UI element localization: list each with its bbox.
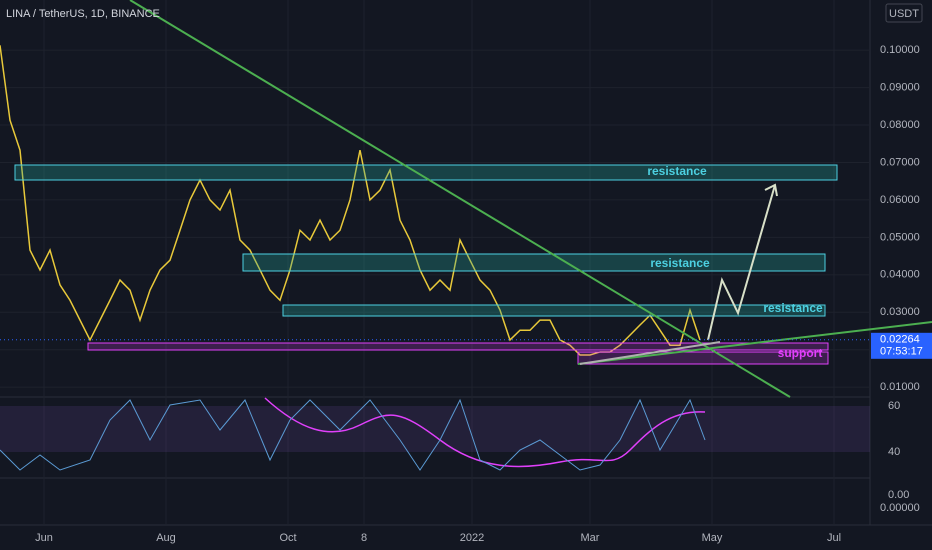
chart-title: LINA / TetherUS, 1D, BINANCE <box>6 8 160 20</box>
rsi-line <box>0 398 706 471</box>
x-tick-label: 2022 <box>460 532 484 544</box>
zone-label: resistance <box>647 164 707 178</box>
currency-box <box>885 3 923 23</box>
countdown-label: 07:53:17 <box>880 346 923 358</box>
y-tick-label: 0.05000 <box>880 231 920 243</box>
y-tick-label: 0.01000 <box>880 381 920 393</box>
support-zone <box>87 342 829 351</box>
resistance-zone <box>242 253 826 272</box>
forecast-arrow <box>707 184 776 341</box>
arrow-head <box>764 183 778 197</box>
y-tick-label: 0.04000 <box>880 269 920 281</box>
y-tick-label: 0.07000 <box>880 156 920 168</box>
price-line <box>0 45 701 356</box>
zone-label: support <box>778 346 823 360</box>
y-tick-label: 0.09000 <box>880 82 920 94</box>
x-tick-label: Jun <box>35 532 53 544</box>
x-tick-label: 8 <box>361 532 367 544</box>
zone-label: resistance <box>763 301 823 315</box>
y-tick-label: 0.08000 <box>880 119 920 131</box>
volume-tick-label: 0.00 <box>888 489 909 501</box>
last-price-label: 0.02264 <box>880 334 920 346</box>
rsi-tick-label: 60 <box>888 400 900 412</box>
currency: USDT <box>889 8 919 20</box>
x-tick-label: Mar <box>581 532 600 544</box>
rsi-ma <box>264 397 706 468</box>
y-tick-label: 0.10000 <box>880 44 920 56</box>
y-tick-label: 0.06000 <box>880 194 920 206</box>
trendline <box>579 341 721 365</box>
resistance-zone <box>14 164 838 181</box>
x-tick-label: Oct <box>279 532 296 544</box>
x-tick-label: Aug <box>156 532 176 544</box>
rsi-band <box>0 406 870 452</box>
y-tick-label: 0.03000 <box>880 306 920 318</box>
x-tick-label: Jul <box>827 532 841 544</box>
last-price-box <box>871 332 932 359</box>
trendline <box>129 0 791 398</box>
zone-label: resistance <box>650 256 710 270</box>
x-tick-label: May <box>702 532 723 544</box>
lower-tick-label: 0.00000 <box>880 502 920 514</box>
rsi-tick-label: 40 <box>888 446 900 458</box>
resistance-zone <box>282 304 826 317</box>
trendline <box>577 321 932 365</box>
